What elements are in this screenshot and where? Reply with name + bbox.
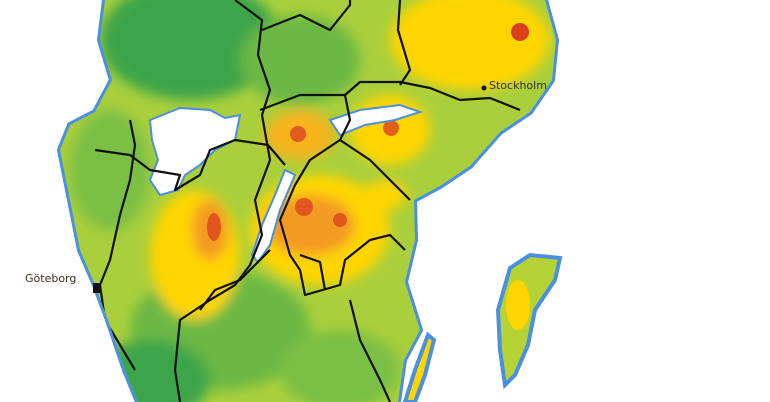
county-borders [94,0,521,402]
island-oland [402,331,437,402]
city-label-goteborg: Göteborg [25,272,77,285]
city-label-stockholm: Stockholm [489,79,547,92]
hotspots [207,23,529,241]
stockholm-marker [481,85,487,91]
island-gotland [495,252,563,390]
gotland-yellow [506,280,530,330]
goteborg-marker [93,283,101,293]
